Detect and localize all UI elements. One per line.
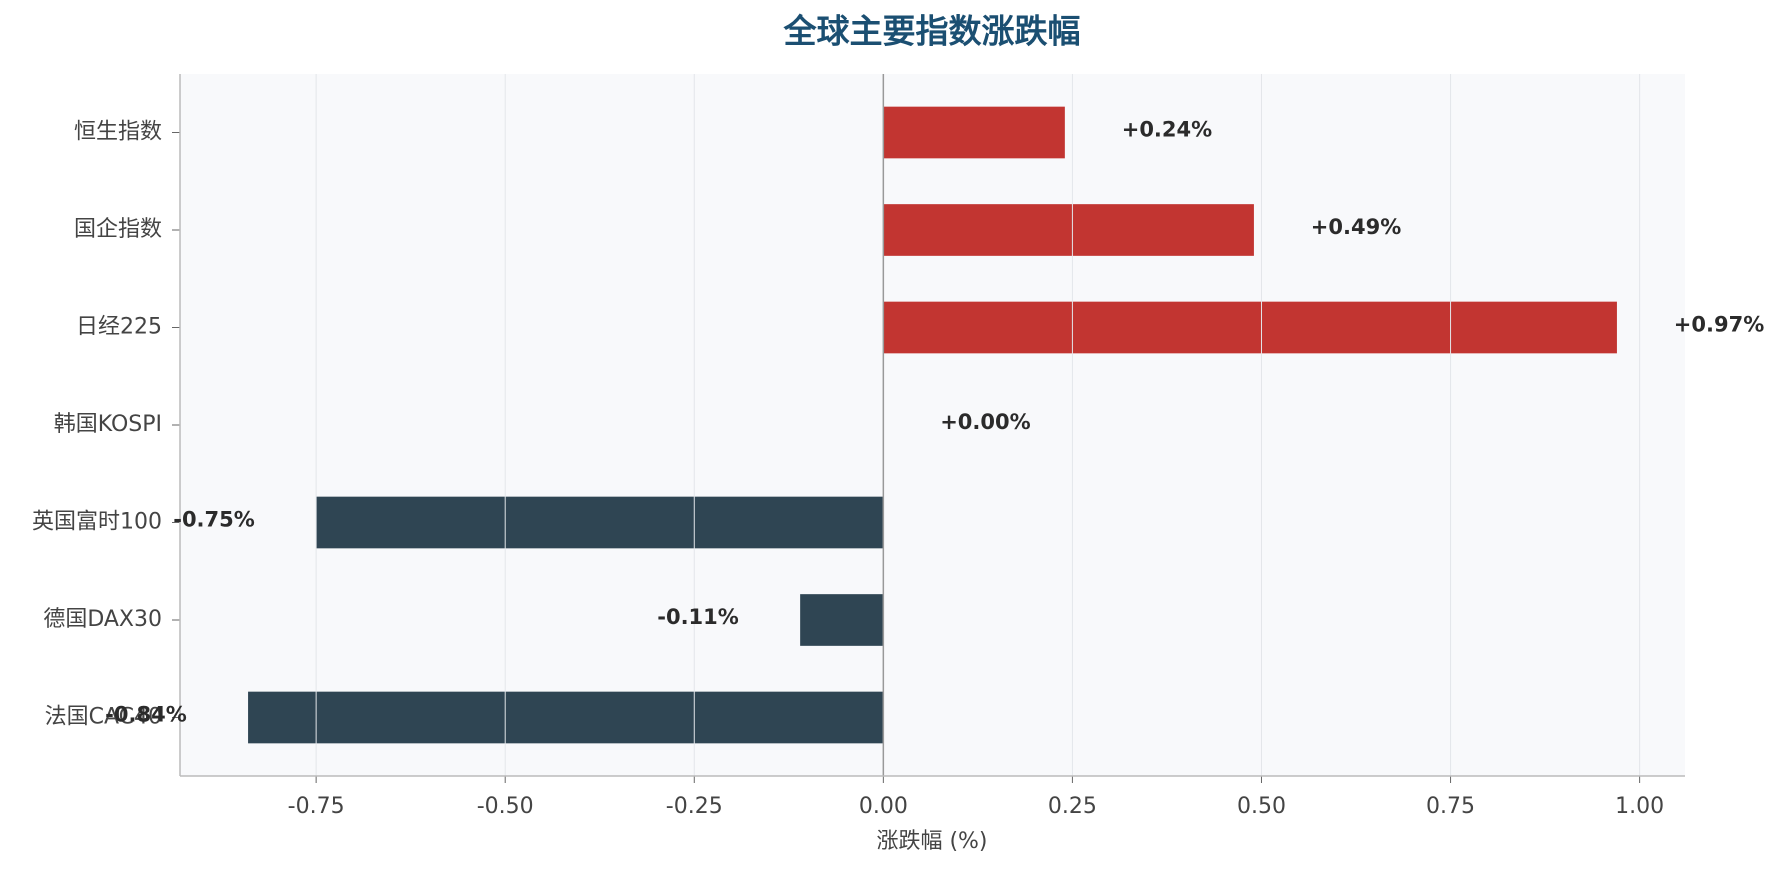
bar [316, 496, 884, 549]
y-tick-label: 英国富时100 [32, 510, 162, 535]
bar [800, 594, 884, 646]
y-tick-label: 德国DAX30 [43, 607, 162, 632]
x-tick-label: 0.75 [1426, 794, 1475, 819]
value-label: -0.84% [105, 703, 187, 727]
bar [883, 106, 1065, 159]
y-tick-label: 恒生指数 [74, 120, 162, 145]
x-tick-label: 0.25 [1048, 794, 1097, 819]
x-tick-label: 1.00 [1615, 794, 1664, 819]
x-tick-label: 0.00 [859, 794, 908, 819]
value-label: +0.00% [940, 410, 1030, 434]
y-tick-label: 日经225 [76, 315, 162, 340]
bar [883, 301, 1617, 354]
bar [883, 204, 1254, 256]
value-label: -0.11% [657, 605, 739, 629]
x-tick-label: -0.75 [288, 794, 345, 819]
plot-background [180, 74, 1685, 776]
y-tick-label: 法国CAC40 [45, 705, 162, 730]
x-tick-label: 0.50 [1237, 794, 1286, 819]
value-label: +0.49% [1311, 215, 1401, 239]
value-label: -0.75% [173, 508, 255, 532]
x-axis-label: 涨跌幅 (%) [876, 829, 987, 854]
bar [248, 691, 884, 744]
value-label: +0.24% [1122, 118, 1212, 142]
y-tick-label: 国企指数 [74, 217, 162, 242]
y-tick-label: 韩国KOSPI [54, 412, 162, 437]
x-tick-label: -0.25 [666, 794, 723, 819]
x-tick-label: -0.50 [477, 794, 534, 819]
value-label: +0.97% [1674, 313, 1764, 337]
chart-title: 全球主要指数涨跌幅 [783, 12, 1081, 51]
